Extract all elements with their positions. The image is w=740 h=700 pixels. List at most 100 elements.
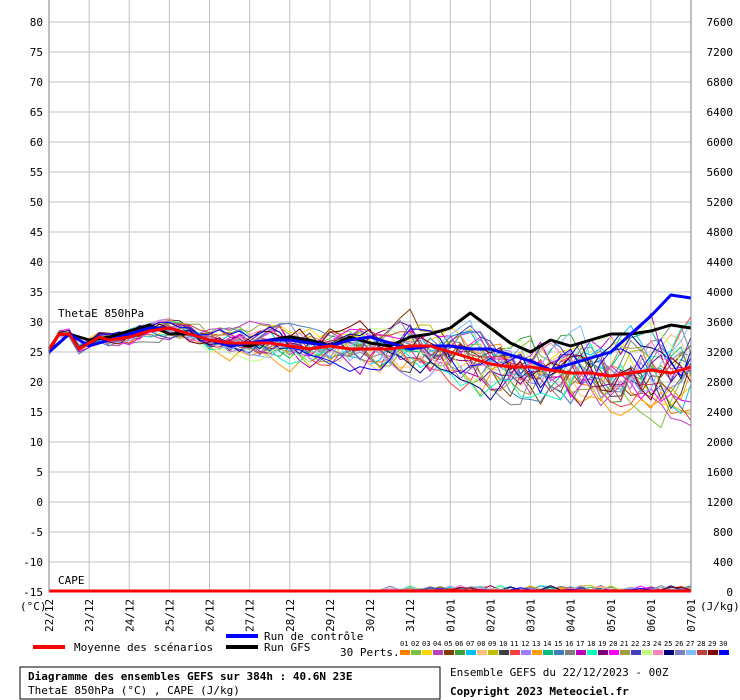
left-tick-label: -10 (23, 556, 43, 569)
right-tick-label: 4800 (707, 226, 734, 239)
left-tick-label: 25 (30, 346, 43, 359)
legend-control-label: Run de contrôle (264, 630, 363, 643)
pert-swatch (466, 650, 476, 655)
pert-number: 22 (631, 640, 639, 648)
legend-mean-label: Moyenne des scénarios (74, 641, 213, 654)
x-tick-label: 28/12 (284, 599, 297, 632)
legend: Moyenne des scénarios Run de contrôle Ru… (33, 630, 729, 659)
pert-swatch (433, 650, 443, 655)
main-series (47, 293, 692, 593)
left-tick-label: 10 (30, 436, 43, 449)
x-tick-label: 22/12 (43, 599, 56, 632)
x-tick-label: 23/12 (83, 599, 96, 632)
pert-swatch (653, 650, 663, 655)
pert-swatch (576, 650, 586, 655)
pert-swatch (477, 650, 487, 655)
right-axis-unit: (J/kg) (700, 600, 740, 613)
x-tick-label: 24/12 (123, 599, 136, 632)
pert-swatch (697, 650, 707, 655)
footer-title: Diagramme des ensembles GEFS sur 384h : … (28, 670, 353, 683)
left-tick-label: 40 (30, 256, 43, 269)
pert-number: 02 (411, 640, 419, 648)
pert-number: 30 (719, 640, 727, 648)
x-tick-label: 03/01 (525, 599, 538, 632)
pert-number: 28 (697, 640, 705, 648)
left-tick-label: 0 (36, 496, 43, 509)
x-tick-label: 26/12 (204, 599, 217, 632)
pert-number: 11 (510, 640, 518, 648)
pert-number: 09 (488, 640, 496, 648)
pert-number: 17 (576, 640, 584, 648)
left-tick-label: 55 (30, 166, 43, 179)
pert-swatch (609, 650, 619, 655)
x-tick-label: 07/01 (685, 599, 698, 632)
footer-run: Ensemble GEFS du 22/12/2023 - 00Z (450, 666, 669, 679)
pert-swatch (455, 650, 465, 655)
pert-swatch (521, 650, 531, 655)
right-tick-label: 6000 (707, 136, 734, 149)
x-tick-label: 25/12 (163, 599, 176, 632)
pert-swatch (686, 650, 696, 655)
pert-swatch (708, 650, 718, 655)
pert-swatch (719, 650, 729, 655)
legend-perts-label: 30 Perts. (340, 646, 400, 659)
cape-annotation: CAPE (58, 574, 85, 587)
pert-number: 10 (499, 640, 507, 648)
series-run-de-contr-le (47, 293, 692, 372)
right-tick-label: 2400 (707, 406, 734, 419)
left-axis-unit: (°C) (20, 600, 47, 613)
pert-swatch (532, 650, 542, 655)
pert-number: 13 (532, 640, 540, 648)
x-tick-label: 29/12 (324, 599, 337, 632)
pert-number: 03 (422, 640, 430, 648)
pert-number: 08 (477, 640, 485, 648)
pert-number: 19 (598, 640, 606, 648)
pert-swatch (631, 650, 641, 655)
pert-legend: 01 02 03 04 05 06 07 08 09 10 11 12 13 14 15 16 17 18 19 20… (400, 640, 729, 655)
pert-number: 23 (642, 640, 650, 648)
pert-line (48, 325, 692, 406)
pert-swatch (422, 650, 432, 655)
left-tick-label: 75 (30, 46, 43, 59)
left-tick-label: 65 (30, 106, 43, 119)
pert-number: 25 (664, 640, 672, 648)
right-tick-label: 6800 (707, 76, 734, 89)
x-tick-label: 06/01 (645, 599, 658, 632)
footer-copyright: Copyright 2023 Meteociel.fr (450, 685, 629, 698)
pert-number: 18 (587, 640, 595, 648)
right-tick-label: 1600 (707, 466, 734, 479)
pert-swatch (598, 650, 608, 655)
pert-swatch (554, 650, 564, 655)
right-tick-label: 3600 (707, 316, 734, 329)
right-tick-label: 6400 (707, 106, 734, 119)
x-tick-label: 01/01 (444, 599, 457, 632)
x-tick-label: 27/12 (244, 599, 257, 632)
left-tick-label: 5 (36, 466, 43, 479)
left-tick-label: 50 (30, 196, 43, 209)
pert-swatch (620, 650, 630, 655)
pert-number: 07 (466, 640, 474, 648)
footer-subtitle: ThetaE 850hPa (°C) , CAPE (J/kg) (28, 684, 240, 697)
left-tick-label: 35 (30, 286, 43, 299)
pert-swatch (664, 650, 674, 655)
left-tick-label: 15 (30, 406, 43, 419)
x-tick-label: 02/01 (484, 599, 497, 632)
pert-swatch (444, 650, 454, 655)
right-tick-label: 400 (713, 556, 733, 569)
right-tick-label: 7200 (707, 46, 734, 59)
x-tick-label: 30/12 (364, 599, 377, 632)
pert-swatch (675, 650, 685, 655)
x-tick-label: 05/01 (605, 599, 618, 632)
right-tick-label: 2000 (707, 436, 734, 449)
right-tick-label: 4000 (707, 286, 734, 299)
left-tick-label: 45 (30, 226, 43, 239)
left-tick-label: 20 (30, 376, 43, 389)
pert-swatch (565, 650, 575, 655)
pert-number: 29 (708, 640, 716, 648)
right-tick-label: 800 (713, 526, 733, 539)
left-tick-label: -5 (30, 526, 43, 539)
left-tick-label: 80 (30, 16, 43, 29)
left-tick-label: 60 (30, 136, 43, 149)
pert-line (48, 323, 692, 401)
